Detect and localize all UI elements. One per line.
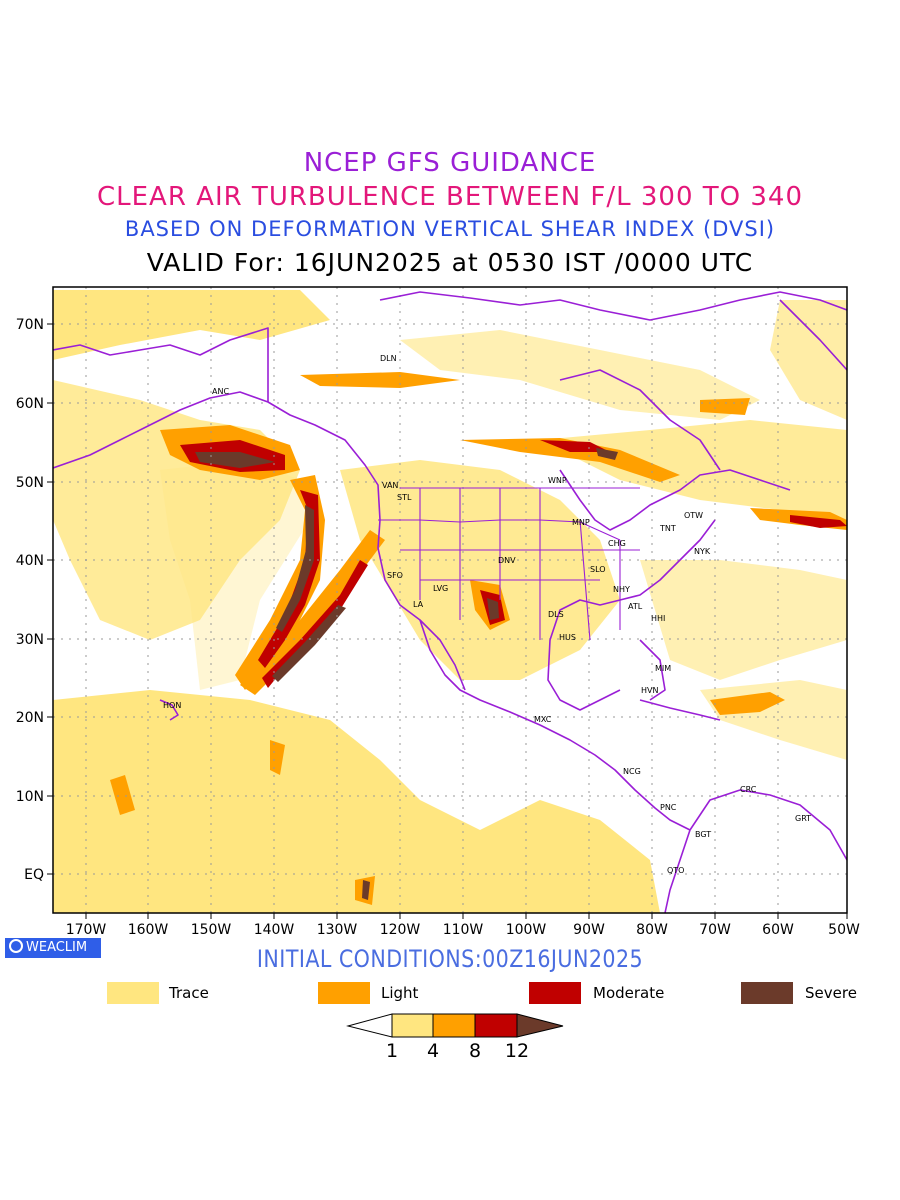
city-label: HON (163, 701, 181, 710)
lat-label: 40N (16, 553, 44, 569)
city-label: CHG (608, 539, 626, 548)
lon-label: 50W (828, 922, 860, 938)
map-frame (52, 286, 848, 914)
city-label: MNP (572, 518, 590, 527)
legend-swatch-severe (741, 982, 793, 1004)
colorbar-label: 4 (427, 1040, 439, 1062)
colorbar-cell-trace (391, 1013, 434, 1038)
title-line-1: NCEP GFS GUIDANCE (303, 148, 597, 178)
lat-label: 60N (16, 396, 44, 412)
lon-label: 90W (573, 922, 605, 938)
moderate-areas (180, 440, 847, 688)
city-label: PNC (660, 803, 677, 812)
lat-label: 70N (16, 317, 44, 333)
lon-label: 170W (66, 922, 107, 938)
lon-label: 160W (128, 922, 169, 938)
city-label: DLS (548, 610, 564, 619)
legend-swatch-moderate (529, 982, 581, 1004)
lon-label: 80W (636, 922, 668, 938)
lon-label: 150W (191, 922, 232, 938)
lat-label: 50N (16, 475, 44, 491)
colorbar-label: 12 (505, 1040, 529, 1062)
city-label: GRT (795, 814, 811, 823)
city-label: ATL (628, 602, 643, 611)
weaclim-text: WEACLIM (26, 940, 88, 955)
city-label: NCG (623, 767, 641, 776)
lon-label: 60W (762, 922, 794, 938)
city-label: MXC (534, 715, 552, 724)
city-label: BGT (695, 830, 711, 839)
state-borders (378, 487, 640, 641)
city-label: CRC (740, 785, 757, 794)
lon-label: 110W (443, 922, 484, 938)
lat-labels: 70N 60N 50N 40N 30N 20N 10N EQ (16, 317, 44, 883)
city-label: DNV (498, 556, 516, 565)
legend-label: Severe (805, 984, 857, 1002)
severe-areas (195, 448, 618, 900)
city-label: NYK (694, 547, 711, 556)
colorbar-cell-light (432, 1013, 476, 1038)
coastlines (53, 291, 847, 913)
city-labels: DLN ANC VAN STL WNP OTW MNP TNT CHG NYK … (163, 354, 811, 875)
legend-label: Trace (169, 984, 209, 1002)
colorbar-label: 1 (386, 1040, 398, 1062)
city-label: MIM (655, 664, 671, 673)
legend-swatch-trace (107, 982, 159, 1004)
city-label: ANC (212, 387, 229, 396)
city-label: HHI (651, 614, 665, 623)
city-label: SFO (387, 571, 403, 580)
city-label: LA (413, 600, 424, 609)
legend-label: Light (381, 984, 419, 1002)
title-line-3: BASED ON DEFORMATION VERTICAL SHEAR INDE… (124, 217, 776, 241)
legend-swatch-light (318, 982, 370, 1004)
colorbar-cell-moderate (474, 1013, 518, 1038)
city-label: HUS (559, 633, 576, 642)
weaclim-logo-icon (9, 939, 23, 953)
valid-time: VALID For: 16JUN2025 at 0530 IST /0000 U… (146, 248, 754, 277)
colorbar: 1 4 8 12 (346, 1013, 564, 1062)
graticule (53, 287, 847, 913)
initial-conditions: INITIAL CONDITIONS:00Z16JUN2025 (256, 945, 644, 973)
city-label: WNP (548, 476, 567, 485)
city-label: DLN (380, 354, 397, 363)
lon-label: 120W (380, 922, 421, 938)
lon-labels: 170W 160W 150W 140W 130W 120W 110W 100W … (66, 922, 860, 938)
city-label: QTO (667, 866, 684, 875)
city-label: LVG (433, 584, 448, 593)
lat-label: 30N (16, 632, 44, 648)
legend-label: Moderate (593, 984, 665, 1002)
colorbar-label: 8 (469, 1040, 481, 1062)
colorbar-right-arrow (516, 1013, 564, 1038)
city-label: HVN (641, 686, 658, 695)
lon-label: 140W (254, 922, 295, 938)
lon-label: 100W (506, 922, 547, 938)
city-label: VAN (382, 481, 398, 490)
trace-areas (53, 290, 847, 913)
turbulence-field: DLN ANC VAN STL WNP OTW MNP TNT CHG NYK … (53, 287, 847, 913)
city-label: TNT (659, 524, 676, 533)
weaclim-badge: WEACLIM (5, 938, 101, 958)
colorbar-left-arrow (346, 1013, 393, 1038)
lon-label: 70W (699, 922, 731, 938)
city-label: SLO (590, 565, 606, 574)
lon-label: 130W (317, 922, 358, 938)
city-label: STL (397, 493, 412, 502)
city-label: OTW (684, 511, 703, 520)
title-line-2: CLEAR AIR TURBULENCE BETWEEN F/L 300 TO … (96, 182, 804, 212)
lat-label: 20N (16, 710, 44, 726)
lat-label: 10N (16, 789, 44, 805)
axis-ticks (47, 323, 848, 919)
lat-label: EQ (24, 867, 44, 883)
city-label: NHY (613, 585, 630, 594)
